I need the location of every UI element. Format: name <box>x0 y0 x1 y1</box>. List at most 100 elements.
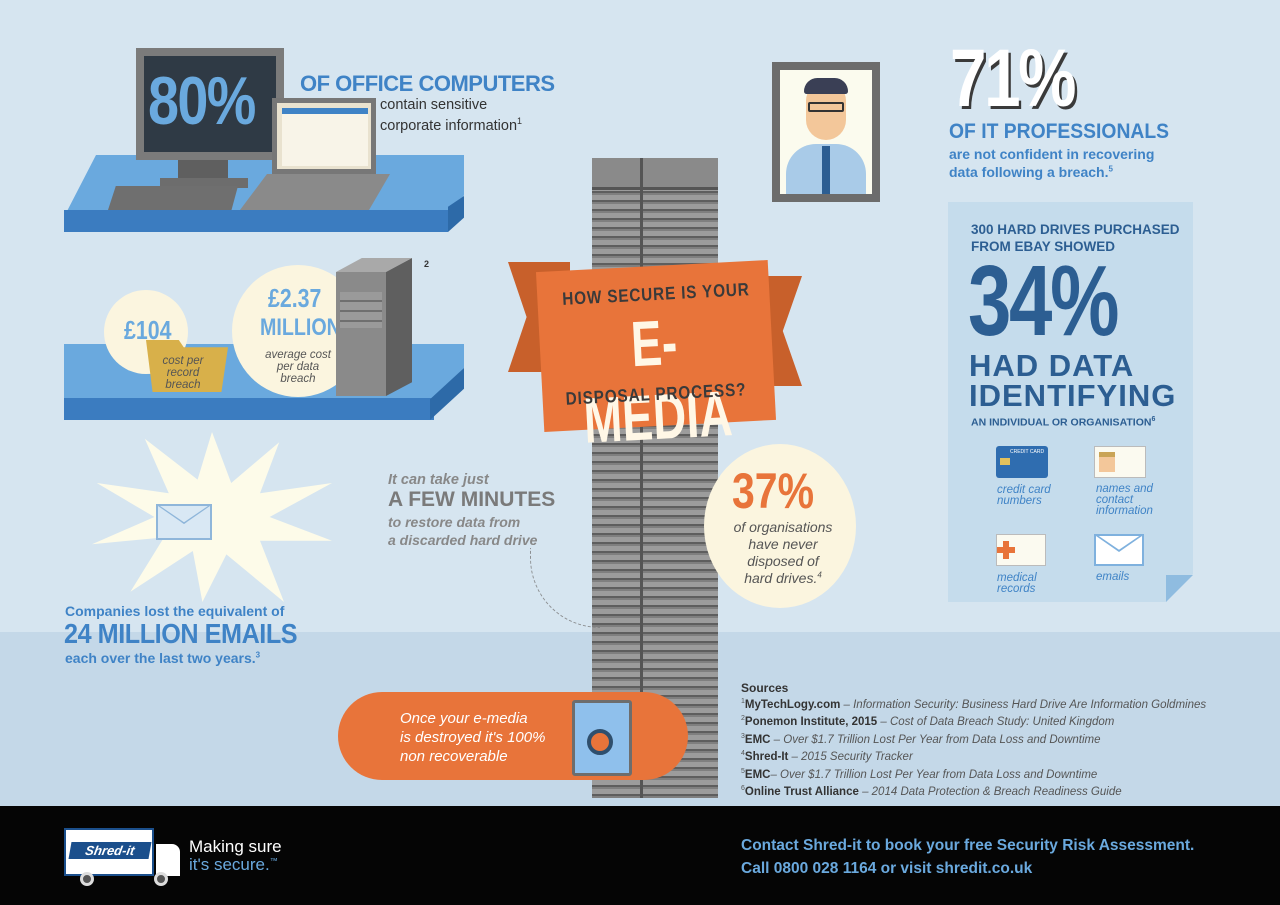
cobweb <box>530 548 600 628</box>
stat-71-heading: OF IT PROFESSIONALS <box>949 120 1170 143</box>
stat-37-circle <box>704 444 856 608</box>
stat-80-heading: OF OFFICE COMPUTERS <box>300 71 555 96</box>
credit-card-icon-text: CREDIT CARD <box>1010 449 1045 455</box>
ebay-item-1-label2: numbers <box>997 495 1042 507</box>
breach-label3: breach <box>280 373 316 385</box>
ebay-item-4-label1: emails <box>1096 571 1130 583</box>
source-org: EMC <box>744 733 771 746</box>
stat-80-text1: contain sensitive <box>380 97 488 113</box>
emails-ref: 3 <box>255 650 261 660</box>
stat-37-line1: of organisations <box>733 519 833 535</box>
truck-wheel-front <box>154 872 168 886</box>
source-org: Online Trust Alliance <box>744 785 859 798</box>
keyboard <box>108 186 238 210</box>
footer <box>0 806 1280 905</box>
credit-card-chip <box>1000 458 1010 465</box>
breach-label1: average cost <box>265 349 331 361</box>
source-text: – Information Security: Business Hard Dr… <box>840 698 1207 711</box>
contact-card-icon <box>1094 446 1146 478</box>
sources-title: Sources <box>741 681 789 695</box>
laptop-window <box>282 108 368 166</box>
sources-list: 1MyTechLogy.com – Information Security: … <box>741 695 1206 800</box>
folder-icon <box>146 340 228 392</box>
source-item: 6Online Trust Alliance – 2014 Data Prote… <box>741 782 1206 799</box>
burst-icon <box>92 432 332 602</box>
picture-portrait <box>780 70 872 194</box>
ebay-item-2-label1: names and <box>1096 483 1153 495</box>
portrait-tie <box>822 146 830 194</box>
stat-37-line4-label: hard drives. <box>744 570 818 586</box>
medical-cross-h <box>997 547 1015 553</box>
picture-frame <box>772 62 880 202</box>
monitor-base <box>160 178 248 188</box>
source-num: 3 <box>741 732 745 740</box>
source-text: – Over $1.7 Trillion Lost Per Year from … <box>770 733 1101 746</box>
breach-label2: per data <box>276 361 320 373</box>
footer-contact1: Contact Shred-it to book your free Secur… <box>741 837 1195 854</box>
restore-line1: It can take just <box>388 472 489 488</box>
destroyed-line2: is destroyed it's 100% <box>400 729 546 746</box>
restore-line4: a discarded hard drive <box>388 532 538 548</box>
source-text: – Over $1.7 Trillion Lost Per Year from … <box>770 768 1098 781</box>
breach-value2: MILLION <box>260 314 341 341</box>
truck-wheel-back <box>80 872 94 886</box>
hard-drive-icon <box>572 700 632 776</box>
ebay-line5-label: AN INDIVIDUAL OR ORGANISATION <box>971 416 1152 429</box>
ebay-item-3-label2: records <box>997 583 1036 595</box>
truck-logo[interactable]: Shred-it <box>64 828 182 886</box>
stat-71-ref: 5 <box>1108 164 1113 174</box>
source-text: – Cost of Data Breach Study: United King… <box>877 716 1115 729</box>
ebay-panel <box>948 202 1193 602</box>
ebay-line3: HAD DATA <box>969 348 1135 383</box>
footer-tagline1: Making sure <box>189 837 282 856</box>
ebay-item-3-label1: medical <box>997 572 1037 584</box>
laptop-base <box>240 174 390 210</box>
source-num: 6 <box>741 785 745 793</box>
source-org: Shred-It <box>744 751 789 764</box>
footer-contact2[interactable]: Call 0800 028 1164 or visit shredit.co.u… <box>741 860 1033 877</box>
portrait-glasses <box>808 102 844 112</box>
portrait-hair <box>804 78 848 94</box>
restore-line3: to restore data from <box>388 514 521 530</box>
credit-card-icon: CREDIT CARD <box>996 446 1048 478</box>
source-item: 4Shred-It – 2015 Security Tracker <box>741 747 1206 764</box>
destroyed-line3: non recoverable <box>400 748 508 765</box>
emails-line3-label: each over the last two years. <box>65 650 256 666</box>
stat-71-line2-label: data following a breach. <box>949 164 1109 180</box>
stat-37-value: 37% <box>732 463 815 519</box>
emails-line2: 24 MILLION EMAILS <box>64 618 298 649</box>
source-org: MyTechLogy.com <box>744 698 841 711</box>
source-item: 2Ponemon Institute, 2015 – Cost of Data … <box>741 712 1206 729</box>
stat-71-line1: are not confident in recovering <box>949 146 1155 162</box>
stat-71-line2: data following a breach.5 <box>949 164 1113 180</box>
stat-37-line4: hard drives.4 <box>720 570 846 586</box>
server-tower-bay <box>340 292 382 328</box>
source-text: – 2014 Data Protection & Breach Readines… <box>858 785 1122 798</box>
source-num: 2 <box>741 715 745 723</box>
ebay-line1: 300 HARD DRIVES PURCHASED <box>971 222 1180 237</box>
source-item: 3EMC – Over $1.7 Trillion Lost Per Year … <box>741 730 1206 747</box>
footer-tagline2-label: it's secure. <box>189 855 270 874</box>
source-num: 5 <box>741 767 745 775</box>
source-org: Ponemon Institute, 2015 <box>744 716 878 729</box>
footer-tm: ™ <box>269 856 278 866</box>
record-value: £104 <box>124 315 172 345</box>
server-tower-side <box>386 258 412 396</box>
stat-37-ref: 4 <box>817 570 822 580</box>
source-num: 4 <box>741 750 745 758</box>
destroyed-line1: Once your e-media <box>400 710 528 727</box>
stat-80-value: 80% <box>148 63 256 139</box>
breach-value1: £2.37 <box>268 283 322 313</box>
stat-80-text2-label: corporate information <box>380 117 518 134</box>
truck-cab <box>156 844 180 876</box>
ebay-item-2-label2: contact <box>1096 494 1134 506</box>
email-icon <box>1094 534 1144 566</box>
desk-front-2 <box>64 398 434 420</box>
source-num: 1 <box>741 698 745 705</box>
ebay-item-1-label1: credit card <box>997 484 1051 496</box>
record-label1: cost per <box>162 355 204 367</box>
medical-record-icon <box>996 534 1046 566</box>
ebay-line5: AN INDIVIDUAL OR ORGANISATION6 <box>971 416 1155 429</box>
source-item: 1MyTechLogy.com – Information Security: … <box>741 695 1206 712</box>
ebay-line2: FROM EBAY SHOWED <box>971 239 1116 254</box>
